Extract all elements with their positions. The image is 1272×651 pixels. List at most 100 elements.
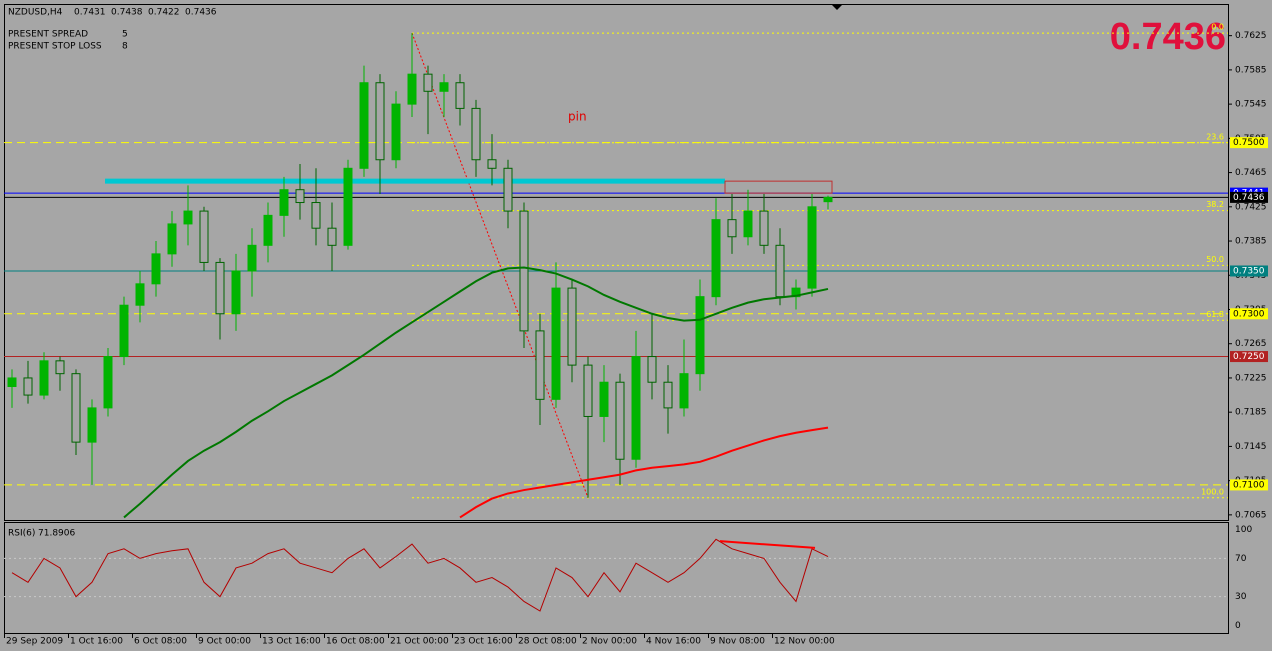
- candle-body: [311, 202, 321, 229]
- price-level-box: [1230, 191, 1268, 203]
- candle-body: [183, 210, 193, 225]
- candle-body: [631, 356, 641, 460]
- candle-body: [327, 227, 337, 246]
- ohlc-value: 0.7436: [185, 8, 217, 18]
- candle-body: [535, 330, 545, 400]
- price-level-label: 0.7250: [1233, 352, 1265, 362]
- candle-body: [567, 287, 577, 366]
- candle-body: [279, 189, 289, 216]
- annotation: pin: [568, 110, 587, 124]
- moving-average: [123, 266, 829, 519]
- x-tick-label: 16 Oct 08:00: [326, 637, 385, 647]
- price-level-label: 0.7100: [1233, 480, 1265, 490]
- price-level-box: [1230, 351, 1268, 363]
- rsi-line: [11, 538, 829, 612]
- candle-body: [471, 107, 481, 161]
- fib-label: 23.6: [1206, 132, 1224, 141]
- candle-body: [807, 206, 817, 289]
- candle-body: [119, 304, 129, 358]
- x-tick-label: 9 Oct 00:00: [198, 637, 251, 647]
- x-tick-label: 2 Nov 00:00: [582, 637, 637, 647]
- candle-body: [695, 296, 705, 375]
- y-tick-label: 0.7265: [1235, 339, 1267, 349]
- shift-marker: [832, 5, 842, 10]
- candle-body: [711, 219, 721, 298]
- candle-body: [231, 270, 241, 315]
- candle-body: [151, 253, 161, 285]
- candle-body: [551, 287, 561, 400]
- candle-body: [263, 214, 273, 246]
- info-label: PRESENT STOP LOSS: [8, 42, 102, 52]
- price-panel: [4, 4, 1229, 521]
- y-tick-label: 0.7625: [1235, 31, 1267, 41]
- x-tick-label: 6 Oct 08:00: [134, 637, 187, 647]
- price-level-label: 0.7350: [1233, 266, 1265, 276]
- x-tick-label: 23 Oct 16:00: [454, 637, 513, 647]
- candle-body: [647, 356, 657, 383]
- candle-body: [295, 189, 305, 204]
- candle-body: [599, 381, 609, 417]
- candle-body: [55, 360, 65, 375]
- rsi-tick-label: 0: [1235, 621, 1241, 631]
- rsi-tick-label: 70: [1235, 554, 1247, 564]
- last-price: 0.7436: [1110, 16, 1226, 58]
- price-level-label: 0.7500: [1233, 138, 1265, 148]
- candle-body: [39, 360, 49, 396]
- y-tick-label: 0.7545: [1235, 100, 1267, 110]
- y-tick-label: 0.7465: [1235, 168, 1267, 178]
- candle-body: [167, 223, 177, 255]
- price-level-label: 0.7436: [1233, 193, 1265, 203]
- ohlc-value: 0.7438: [111, 8, 143, 18]
- price-level-box: [1230, 137, 1268, 149]
- ohlc-value: 0.7422: [148, 8, 180, 18]
- y-tick-label: 0.7385: [1235, 237, 1267, 247]
- y-tick-label: 0.7185: [1235, 408, 1267, 418]
- price-level-label: 0.7300: [1233, 309, 1265, 319]
- price-level-box: [1230, 479, 1268, 491]
- fib-label: 100.0: [1201, 487, 1224, 496]
- candle-body: [759, 210, 769, 246]
- x-tick-label: 1 Oct 16:00: [70, 637, 123, 647]
- candle-body: [7, 377, 17, 388]
- y-tick-label: 0.7585: [1235, 65, 1267, 75]
- candle-body: [71, 373, 81, 443]
- candle-body: [679, 373, 689, 409]
- candle-body: [375, 82, 385, 161]
- fib-label: 50.0: [1206, 255, 1224, 264]
- candle-body: [343, 167, 353, 246]
- ohlc-value: 0.7431: [74, 8, 106, 18]
- candle-body: [135, 283, 145, 306]
- candle-body: [487, 159, 497, 169]
- candle-body: [23, 377, 33, 396]
- candle-body: [775, 244, 785, 298]
- candle-body: [103, 356, 113, 409]
- x-tick-label: 13 Oct 16:00: [262, 637, 321, 647]
- x-tick-label: 9 Nov 08:00: [710, 637, 765, 647]
- candle-body: [199, 210, 209, 263]
- candle-body: [215, 261, 225, 315]
- rsi-tick-label: 30: [1235, 592, 1247, 602]
- x-tick-label: 4 Nov 16:00: [646, 637, 701, 647]
- candle-body: [519, 210, 529, 332]
- candle-body: [583, 364, 593, 417]
- y-tick-label: 0.7145: [1235, 442, 1267, 452]
- candle-body: [439, 82, 449, 92]
- candle-body: [359, 82, 369, 169]
- candle-body: [823, 196, 833, 203]
- x-tick-label: 28 Oct 08:00: [518, 637, 577, 647]
- x-tick-label: 29 Sep 2009: [6, 637, 63, 647]
- y-tick-label: 0.7425: [1235, 202, 1267, 212]
- rsi-tick-label: 100: [1235, 525, 1252, 535]
- rsi-panel: [4, 522, 1229, 634]
- candle-body: [407, 73, 417, 105]
- candle-body: [87, 407, 97, 443]
- info-value: 8: [122, 42, 128, 52]
- candle-body: [423, 73, 433, 92]
- symbol: NZDUSD,H4: [8, 8, 63, 18]
- candle-body: [743, 210, 753, 238]
- x-tick-label: 12 Nov 00:00: [774, 637, 835, 647]
- candle-body: [503, 167, 513, 212]
- fib-trend: [411, 32, 589, 498]
